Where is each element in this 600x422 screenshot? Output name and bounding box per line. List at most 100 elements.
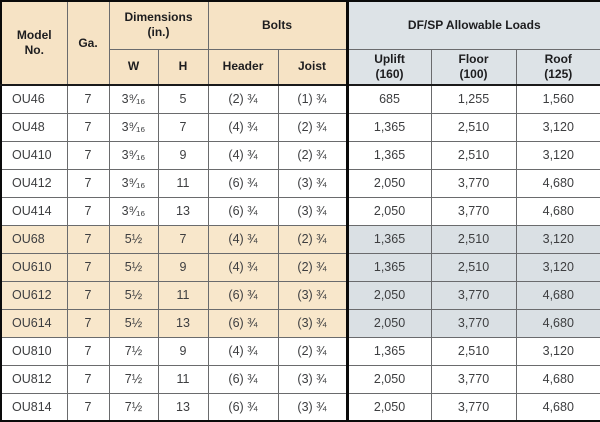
cell-height: 9 bbox=[157, 252, 209, 282]
table-row: OU48 7 3⁹⁄₁₆ 7 (4) ¾ (2) ¾ 1,365 2,510 3… bbox=[0, 112, 600, 142]
cell-bolts-header: (4) ¾ bbox=[207, 336, 279, 366]
table-row: OU614 7 5½ 13 (6) ¾ (3) ¾ 2,050 3,770 4,… bbox=[0, 308, 600, 338]
cell-roof: 4,680 bbox=[515, 364, 600, 394]
cell-height: 11 bbox=[157, 168, 209, 198]
cell-model: OU410 bbox=[0, 140, 68, 170]
cell-width: 7½ bbox=[108, 392, 159, 422]
col-header-floor-line1: Floor bbox=[458, 51, 489, 66]
cell-bolts-joist: (3) ¾ bbox=[277, 392, 348, 422]
cell-bolts-header: (6) ¾ bbox=[207, 364, 279, 394]
cell-bolts-header: (6) ¾ bbox=[207, 168, 279, 198]
cell-model: OU414 bbox=[0, 196, 68, 226]
cell-model: OU814 bbox=[0, 392, 68, 422]
cell-uplift: 1,365 bbox=[345, 140, 432, 170]
col-group-dimensions: Dimensions (in.) bbox=[108, 0, 209, 50]
cell-uplift: 1,365 bbox=[345, 112, 432, 142]
header-sub-row: W H Header Joist Uplift (160) Floor (100… bbox=[1, 48, 600, 86]
cell-ga: 7 bbox=[66, 140, 110, 170]
cell-width: 3⁹⁄₁₆ bbox=[108, 140, 159, 170]
cell-floor: 3,770 bbox=[430, 168, 517, 198]
col-header-uplift-line1: Uplift bbox=[374, 51, 405, 66]
cell-height: 7 bbox=[157, 224, 209, 254]
cell-bolts-header: (4) ¾ bbox=[207, 140, 279, 170]
cell-uplift: 2,050 bbox=[345, 308, 432, 338]
cell-bolts-joist: (1) ¾ bbox=[277, 84, 348, 114]
header-group-row: Model No. Ga. Dimensions (in.) Bolts DF/… bbox=[0, 0, 600, 86]
table-row: OU610 7 5½ 9 (4) ¾ (2) ¾ 1,365 2,510 3,1… bbox=[0, 252, 600, 282]
cell-bolts-joist: (3) ¾ bbox=[277, 280, 348, 310]
cell-roof: 4,680 bbox=[515, 308, 600, 338]
cell-ga: 7 bbox=[66, 112, 110, 142]
cell-floor: 2,510 bbox=[430, 336, 517, 366]
cell-ga: 7 bbox=[66, 252, 110, 282]
col-header-roof-line1: Roof bbox=[544, 51, 572, 66]
table-row: OU812 7 7½ 11 (6) ¾ (3) ¾ 2,050 3,770 4,… bbox=[0, 364, 600, 394]
cell-roof: 4,680 bbox=[515, 392, 600, 422]
cell-bolts-joist: (2) ¾ bbox=[277, 252, 348, 282]
cell-height: 5 bbox=[157, 84, 209, 114]
cell-model: OU612 bbox=[0, 280, 68, 310]
cell-roof: 3,120 bbox=[515, 140, 600, 170]
cell-width: 3⁹⁄₁₆ bbox=[108, 168, 159, 198]
cell-model: OU48 bbox=[0, 112, 68, 142]
cell-height: 9 bbox=[157, 140, 209, 170]
table-row: OU68 7 5½ 7 (4) ¾ (2) ¾ 1,365 2,510 3,12… bbox=[0, 224, 600, 254]
table-row: OU46 7 3⁹⁄₁₆ 5 (2) ¾ (1) ¾ 685 1,255 1,5… bbox=[0, 84, 600, 114]
cell-bolts-header: (6) ¾ bbox=[207, 308, 279, 338]
col-header-uplift-line2: (160) bbox=[375, 66, 404, 81]
cell-ga: 7 bbox=[66, 392, 110, 422]
cell-uplift: 2,050 bbox=[345, 196, 432, 226]
cell-bolts-header: (6) ¾ bbox=[207, 196, 279, 226]
cell-uplift: 2,050 bbox=[345, 364, 432, 394]
cell-roof: 3,120 bbox=[515, 112, 600, 142]
cell-floor: 3,770 bbox=[430, 196, 517, 226]
cell-uplift: 2,050 bbox=[345, 280, 432, 310]
cell-height: 9 bbox=[157, 336, 209, 366]
cell-ga: 7 bbox=[66, 168, 110, 198]
cell-model: OU412 bbox=[0, 168, 68, 198]
cell-bolts-joist: (3) ¾ bbox=[277, 168, 348, 198]
cell-model: OU614 bbox=[0, 308, 68, 338]
cell-bolts-header: (4) ¾ bbox=[207, 112, 279, 142]
cell-height: 11 bbox=[157, 280, 209, 310]
cell-width: 5½ bbox=[108, 280, 159, 310]
cell-ga: 7 bbox=[66, 280, 110, 310]
cell-ga: 7 bbox=[66, 364, 110, 394]
col-header-floor: Floor (100) bbox=[430, 48, 517, 86]
cell-ga: 7 bbox=[66, 336, 110, 366]
col-header-roof-line2: (125) bbox=[544, 66, 573, 81]
cell-bolts-joist: (2) ¾ bbox=[277, 224, 348, 254]
col-group-loads: DF/SP Allowable Loads bbox=[345, 0, 600, 50]
cell-width: 3⁹⁄₁₆ bbox=[108, 84, 159, 114]
cell-width: 7½ bbox=[108, 364, 159, 394]
cell-width: 5½ bbox=[108, 308, 159, 338]
cell-bolts-header: (6) ¾ bbox=[207, 280, 279, 310]
col-header-model-line1: Model bbox=[16, 28, 52, 42]
col-header-ga: Ga. bbox=[66, 0, 110, 86]
cell-ga: 7 bbox=[66, 224, 110, 254]
cell-bolts-header: (4) ¾ bbox=[207, 252, 279, 282]
cell-bolts-joist: (3) ¾ bbox=[277, 196, 348, 226]
cell-roof: 3,120 bbox=[515, 336, 600, 366]
cell-height: 13 bbox=[157, 308, 209, 338]
cell-width: 3⁹⁄₁₆ bbox=[108, 112, 159, 142]
cell-floor: 2,510 bbox=[430, 224, 517, 254]
cell-height: 11 bbox=[157, 364, 209, 394]
col-header-h: H bbox=[157, 48, 209, 86]
col-header-roof: Roof (125) bbox=[515, 48, 600, 86]
cell-floor: 2,510 bbox=[430, 112, 517, 142]
cell-model: OU810 bbox=[0, 336, 68, 366]
table-row: OU412 7 3⁹⁄₁₆ 11 (6) ¾ (3) ¾ 2,050 3,770… bbox=[0, 168, 600, 198]
table-row: OU414 7 3⁹⁄₁₆ 13 (6) ¾ (3) ¾ 2,050 3,770… bbox=[0, 196, 600, 226]
cell-uplift: 1,365 bbox=[345, 336, 432, 366]
cell-height: 13 bbox=[157, 392, 209, 422]
table-row: OU814 7 7½ 13 (6) ¾ (3) ¾ 2,050 3,770 4,… bbox=[0, 392, 600, 422]
cell-floor: 3,770 bbox=[430, 280, 517, 310]
cell-floor: 3,770 bbox=[430, 392, 517, 422]
col-group-dimensions-line1: Dimensions bbox=[124, 10, 193, 25]
cell-roof: 3,120 bbox=[515, 224, 600, 254]
table-row: OU612 7 5½ 11 (6) ¾ (3) ¾ 2,050 3,770 4,… bbox=[0, 280, 600, 310]
cell-width: 3⁹⁄₁₆ bbox=[108, 196, 159, 226]
cell-floor: 2,510 bbox=[430, 252, 517, 282]
